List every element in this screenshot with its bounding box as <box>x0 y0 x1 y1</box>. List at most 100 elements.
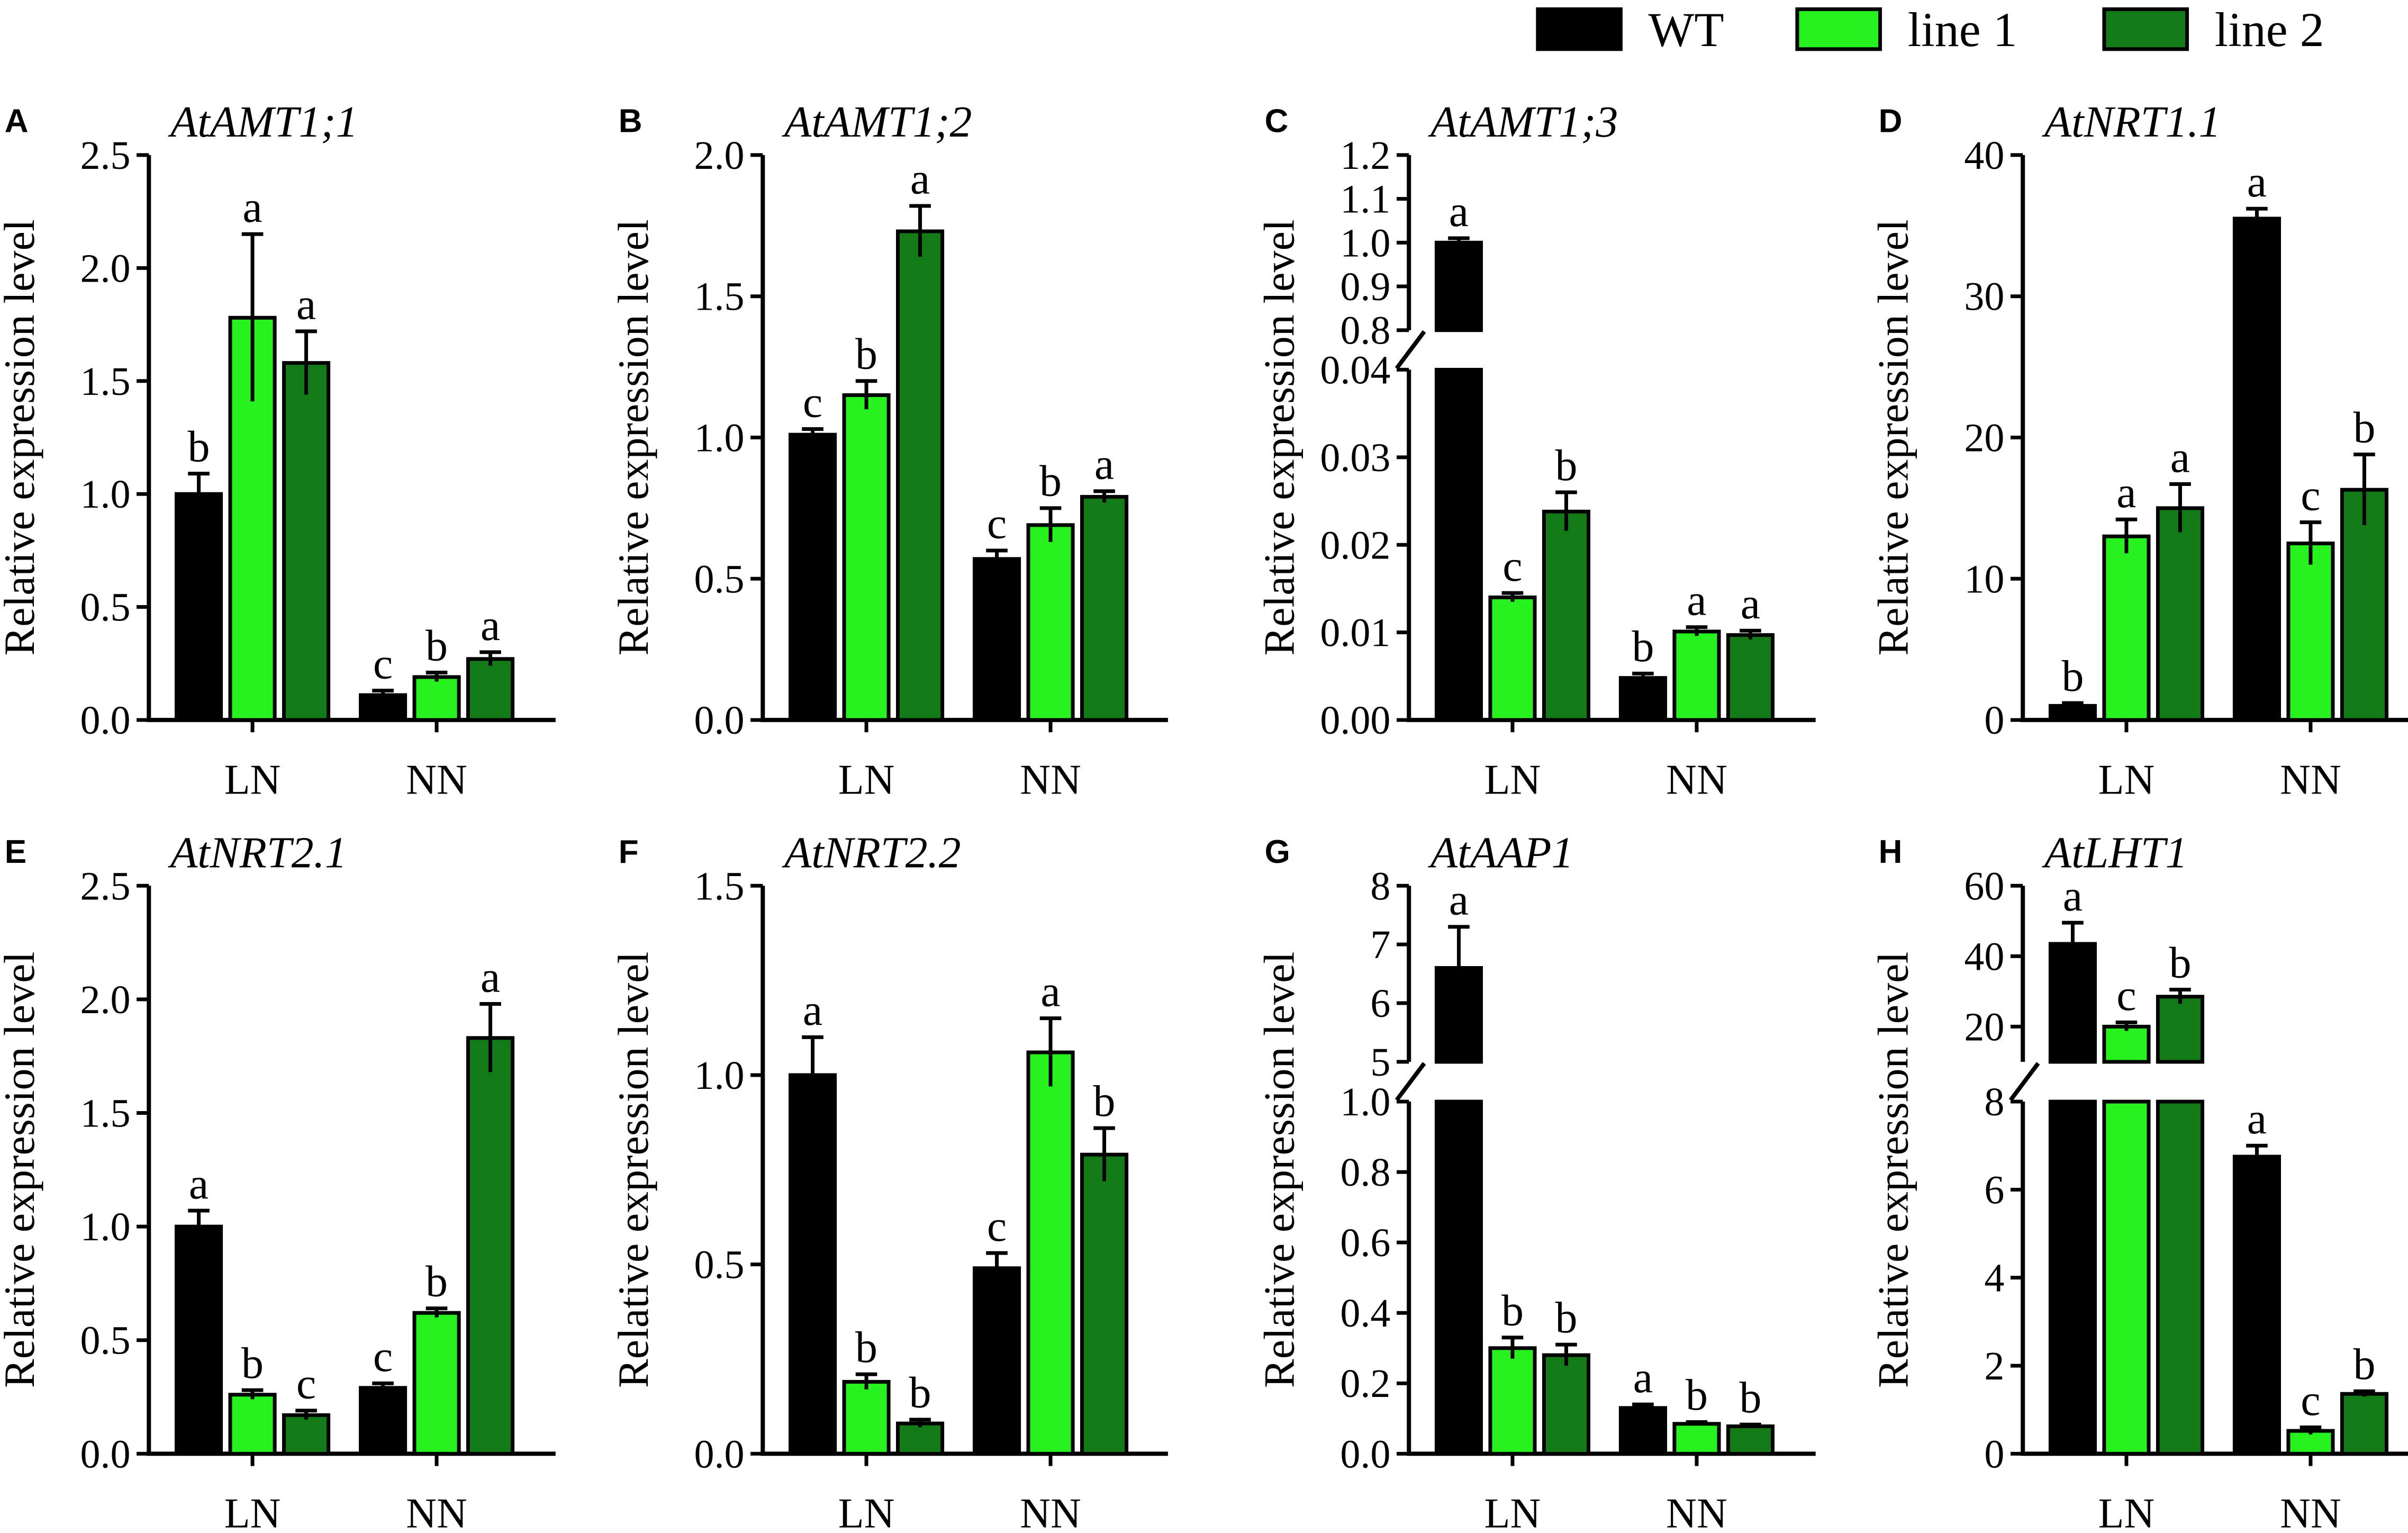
significance-letter: b <box>2353 1340 2375 1389</box>
panel-title: AtAMT1;1 <box>168 97 358 147</box>
bar-WT-NN <box>359 1386 408 1456</box>
x-tick-label: LN <box>2098 1491 2155 1533</box>
bar-line-1-LN <box>1488 596 1537 722</box>
y-upper-tick-label: 7 <box>1370 923 1390 967</box>
significance-letter: a <box>2247 157 2267 206</box>
panel-D: D AtNRT1.1 Relative expression level 0 10 20 3… <box>1869 97 2408 803</box>
bar-line-2-LN <box>896 229 945 722</box>
bar-line-1-NN <box>2286 542 2335 722</box>
significance-letter: a <box>189 1159 209 1209</box>
axis-break-mark <box>2008 1062 2040 1102</box>
significance-letter: a <box>242 183 262 232</box>
significance-letter: a <box>803 986 822 1035</box>
y-tick-label: 1.0 <box>80 1205 131 1249</box>
significance-letter: a <box>481 601 500 650</box>
bar-line-1-LN <box>228 1393 277 1456</box>
x-tick-label: LN <box>838 1491 895 1533</box>
y-tick-label: 10 <box>1964 557 2004 601</box>
bar-WT-LN-lower <box>1434 1099 1483 1456</box>
y-tick-label: 1.5 <box>80 359 131 404</box>
bar-WT-LN-lower <box>1434 367 1483 722</box>
legend-swatch-3 <box>2102 7 2189 51</box>
bar-line-2-LN-lower <box>2156 1099 2204 1456</box>
y-axis-label: Relative expression level <box>609 952 657 1388</box>
significance-letter: c <box>373 639 393 688</box>
y-tick-label: 1.5 <box>694 275 745 319</box>
x-tick-label: LN <box>2098 756 2155 803</box>
significance-letter: b <box>855 330 877 379</box>
y-tick-label: 0.00 <box>1320 698 1390 743</box>
bar-WT-NN <box>973 1266 1021 1456</box>
panel-letter: E <box>5 834 26 870</box>
significance-letter: a <box>1094 440 1114 489</box>
y-tick-label: 0.5 <box>694 557 745 601</box>
significance-letter: c <box>373 1332 393 1381</box>
y-axis-label: Relative expression level <box>1255 219 1303 655</box>
axis-break-mark <box>1395 1062 1426 1102</box>
legend: WT line 1 line 2 <box>1536 3 2324 57</box>
y-tick-label: 2.0 <box>694 133 745 178</box>
significance-letter: c <box>2301 471 2320 520</box>
bar-WT-NN <box>2232 1155 2281 1456</box>
panel-letter: B <box>619 103 642 139</box>
significance-letter: a <box>2063 871 2083 921</box>
panel-B: B AtAMT1;2 Relative expression level 0.0 0.5… <box>609 97 1168 803</box>
significance-letter: b <box>426 1257 448 1306</box>
legend-swatch-2 <box>1795 7 1882 51</box>
significance-letter: b <box>241 1339 264 1388</box>
y-tick-label: 2.0 <box>80 978 131 1022</box>
y-upper-tick-label: 1.0 <box>1340 221 1390 265</box>
panel-A: A AtAMT1;1 Relative expression level 0.0 0.5… <box>0 97 556 803</box>
x-tick-label: LN <box>224 1491 281 1533</box>
x-tick-label: NN <box>1020 756 1081 803</box>
significance-letter: b <box>2169 938 2191 987</box>
significance-letter: c <box>296 1359 316 1409</box>
y-tick-label: 0.04 <box>1320 348 1390 392</box>
y-upper-tick-label: 1.1 <box>1340 177 1390 222</box>
y-upper-tick-label: 20 <box>1964 1005 2004 1049</box>
x-tick-label: NN <box>1666 756 1727 803</box>
bar-line-1-LN <box>842 1379 891 1456</box>
bar-line-2-NN <box>1726 1424 1775 1456</box>
y-upper-tick-label: 6 <box>1370 981 1390 1026</box>
y-tick-label: 2 <box>1984 1344 2004 1388</box>
significance-letter: a <box>910 155 930 204</box>
y-tick-label: 0.02 <box>1320 523 1390 567</box>
y-axis-label: Relative expression level <box>609 219 657 655</box>
panel-title: AtLHT1 <box>2042 828 2188 878</box>
panel-letter: F <box>619 834 639 870</box>
panel-H: H AtLHT1 Relative expression level 0 2 4 6 8 20 4… <box>1869 828 2408 1533</box>
bar-line-1-NN <box>1672 1422 1721 1456</box>
bar-line-2-LN <box>282 361 331 722</box>
y-tick-label: 0.03 <box>1320 436 1390 480</box>
y-tick-label: 2.5 <box>80 133 131 178</box>
significance-letter: b <box>426 621 448 670</box>
y-tick-label: 0.0 <box>80 1432 131 1476</box>
bar-WT-LN-upper <box>1434 240 1483 332</box>
x-tick-label: NN <box>2280 756 2341 803</box>
bar-line-1-LN <box>1488 1346 1537 1456</box>
significance-letter: a <box>1741 579 1760 628</box>
axis-break-mark <box>1395 330 1426 370</box>
significance-letter: a <box>1633 1353 1653 1402</box>
panel-title: AtNRT2.1 <box>168 828 347 878</box>
bar-WT-NN <box>2232 217 2281 722</box>
y-tick-label: 1.5 <box>694 864 745 908</box>
significance-letter: c <box>987 1202 1007 1251</box>
significance-letter: b <box>1739 1373 1761 1422</box>
y-tick-label: 0.0 <box>694 698 745 743</box>
y-tick-label: 4 <box>1984 1256 2004 1301</box>
y-tick-label: 1.0 <box>694 1053 745 1098</box>
bar-line-2-LN-upper <box>2156 995 2204 1064</box>
y-tick-label: 1.5 <box>80 1092 131 1136</box>
panel-letter: A <box>5 103 29 139</box>
x-tick-label: LN <box>1484 756 1541 803</box>
y-tick-label: 0.5 <box>80 585 131 630</box>
significance-letter: b <box>1632 622 1654 671</box>
y-tick-label: 2.0 <box>80 246 131 291</box>
y-axis-label: Relative expression level <box>1255 952 1303 1388</box>
bar-line-1-LN-upper <box>2102 1024 2151 1064</box>
significance-letter: b <box>1039 457 1062 506</box>
panel-letter: C <box>1265 103 1289 139</box>
significance-letter: a <box>296 280 316 329</box>
